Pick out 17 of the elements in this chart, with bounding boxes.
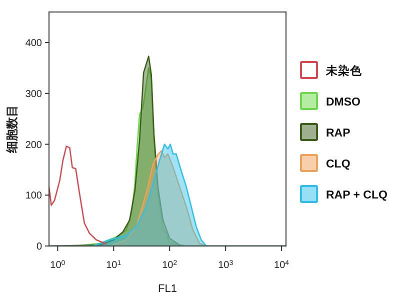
legend-label: CLQ — [326, 158, 350, 170]
legend-label: DMSO — [326, 96, 361, 108]
y-tick-label: 300 — [25, 88, 42, 100]
x-tick-label: 10$^{4}$ — [274, 260, 290, 271]
legend-label: 未染色 — [325, 64, 363, 78]
y-tick-label: 0 — [36, 242, 42, 252]
x-tick-label: 10$^{2}$ — [162, 260, 178, 271]
legend-label: RAP — [326, 128, 351, 140]
y-axis-title: 细胞数目 — [5, 105, 19, 154]
y-tick-label: 100 — [25, 190, 42, 202]
x-tick-label: 10$^{3}$ — [218, 260, 234, 271]
x-axis-title: FL1 — [158, 283, 177, 295]
x-tick-label: 10$^{0}$ — [50, 260, 66, 271]
y-tick-label: 200 — [25, 140, 42, 151]
legend-label: RAP + CLQ — [326, 190, 388, 202]
y-tick-label: 400 — [25, 38, 42, 50]
x-tick-label: 10$^{1}$ — [106, 260, 122, 271]
